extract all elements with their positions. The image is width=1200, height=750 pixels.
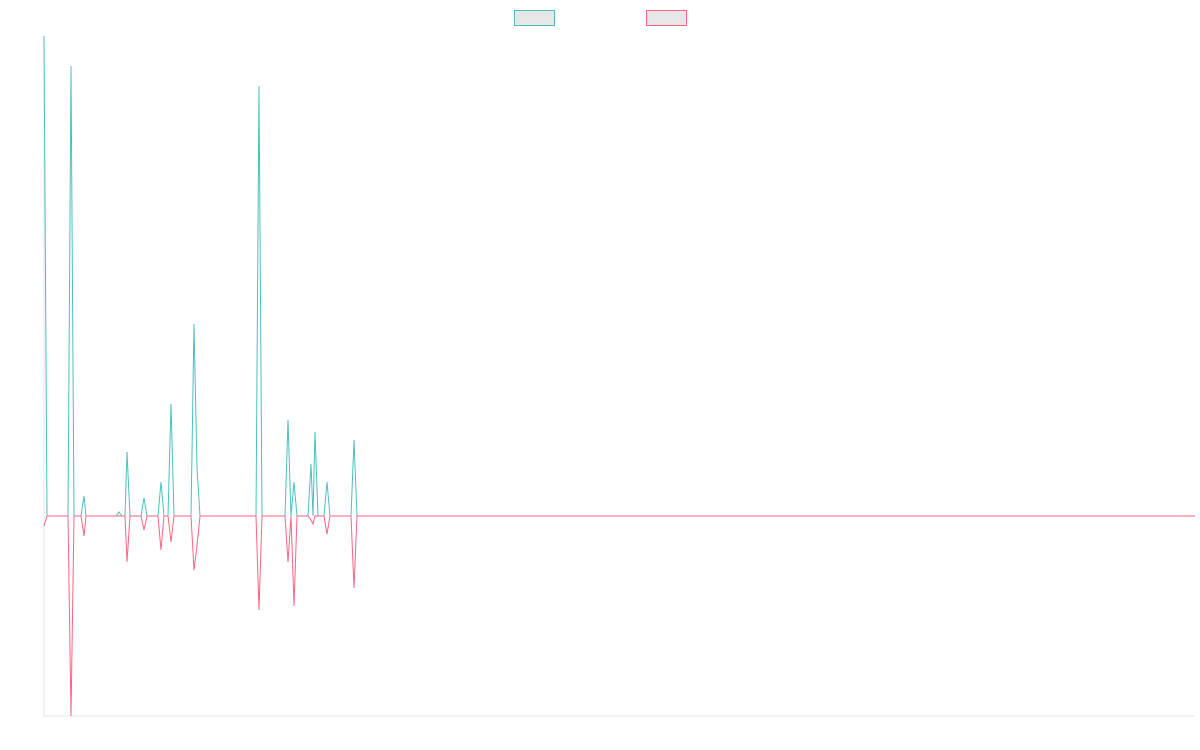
legend bbox=[514, 10, 687, 26]
data-line bbox=[43, 515, 1195, 717]
data-line bbox=[43, 35, 1195, 517]
legend-swatch bbox=[646, 10, 687, 26]
legend-swatch bbox=[514, 10, 555, 26]
